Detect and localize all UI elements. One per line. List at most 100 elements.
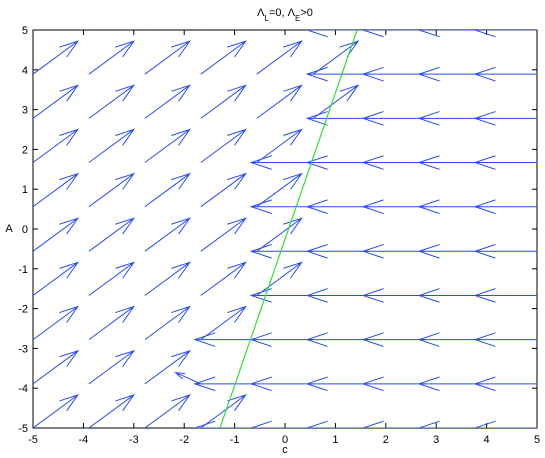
arrow <box>473 155 537 170</box>
arrow <box>144 84 192 119</box>
arrow <box>361 288 426 303</box>
arrow <box>33 217 80 252</box>
arrow <box>33 349 80 385</box>
arrow <box>33 128 80 163</box>
x-tick-label: -3 <box>129 434 139 446</box>
y-tick-label: 2 <box>22 144 28 156</box>
arrow <box>361 30 426 38</box>
x-tick-label: 1 <box>332 434 338 446</box>
arrow <box>249 243 314 259</box>
arrow <box>256 128 303 163</box>
arrow <box>305 111 370 126</box>
x-tick-label: -4 <box>79 434 89 446</box>
arrow <box>88 394 136 428</box>
y-tick-label: 5 <box>22 25 28 37</box>
arrow <box>305 420 370 428</box>
arrow <box>88 261 136 296</box>
title-part: L <box>265 14 270 23</box>
arrow <box>361 243 426 259</box>
arrow <box>473 420 537 428</box>
arrow <box>33 394 80 428</box>
arrow <box>305 199 370 215</box>
arrow <box>144 217 192 252</box>
arrow <box>417 155 482 170</box>
arrow <box>361 332 426 347</box>
arrow <box>313 30 315 31</box>
arrow <box>33 40 80 75</box>
arrow <box>33 84 80 119</box>
x-tick-label: 4 <box>484 434 490 446</box>
arrow <box>33 30 34 31</box>
arrow <box>88 305 136 341</box>
arrow <box>193 376 257 392</box>
arrow <box>305 288 370 303</box>
x-tick-label: -2 <box>179 434 189 446</box>
arrow <box>144 305 192 341</box>
arrow <box>305 376 370 392</box>
arrow <box>256 84 303 119</box>
arrow <box>256 40 303 75</box>
arrow <box>200 40 247 75</box>
arrow <box>305 332 370 347</box>
y-tick-label: -3 <box>18 343 28 355</box>
arrow <box>473 199 537 215</box>
arrow <box>249 420 314 428</box>
y-tick-label: 1 <box>22 184 28 196</box>
plot-frame <box>32 29 538 429</box>
arrow <box>305 155 370 170</box>
arrow <box>144 128 192 163</box>
arrow <box>193 332 257 347</box>
x-tick-label: 5 <box>534 434 540 446</box>
arrow <box>249 199 314 215</box>
arrow <box>473 111 537 126</box>
arrow <box>312 84 360 119</box>
arrow <box>249 288 314 303</box>
arrow <box>249 155 314 170</box>
arrow <box>361 376 426 392</box>
arrow <box>473 66 537 82</box>
arrow <box>193 420 257 428</box>
x-tick-label: -5 <box>28 434 38 446</box>
arrow <box>417 243 482 259</box>
arrow <box>312 40 360 75</box>
arrow <box>174 372 202 385</box>
arrow <box>361 111 426 126</box>
arrow <box>473 376 537 392</box>
y-axis-label: A <box>5 223 13 235</box>
arrow <box>473 30 537 38</box>
y-tick-label: 4 <box>22 65 28 77</box>
arrow <box>473 243 537 259</box>
arrow <box>256 261 303 296</box>
y-tick-label: 0 <box>22 224 28 236</box>
arrow <box>88 84 136 119</box>
y-tick-label: -2 <box>18 304 28 316</box>
arrow <box>33 261 80 296</box>
arrow <box>200 394 247 428</box>
arrow <box>144 30 146 31</box>
arrow <box>473 288 537 303</box>
plot-area <box>33 30 537 428</box>
arrow <box>417 66 482 82</box>
chart-title: ΛL=0, ΛE>0 <box>257 7 313 23</box>
title-part: E <box>295 14 300 23</box>
arrow <box>144 349 192 385</box>
arrow <box>256 217 303 252</box>
arrow <box>144 394 192 428</box>
x-tick-label: 3 <box>433 434 439 446</box>
arrow <box>200 217 247 252</box>
arrow <box>361 155 426 170</box>
x-tick-label: 0 <box>282 434 288 446</box>
arrow <box>88 128 136 163</box>
arrow <box>417 111 482 126</box>
arrow <box>200 30 202 31</box>
x-tick-label: -1 <box>230 434 240 446</box>
y-tick-label: -5 <box>18 423 28 435</box>
arrow <box>256 172 303 208</box>
arrow <box>200 305 247 341</box>
boundary-line <box>219 30 358 428</box>
arrow <box>200 84 247 119</box>
arrow <box>305 66 370 82</box>
arrow <box>144 172 192 208</box>
